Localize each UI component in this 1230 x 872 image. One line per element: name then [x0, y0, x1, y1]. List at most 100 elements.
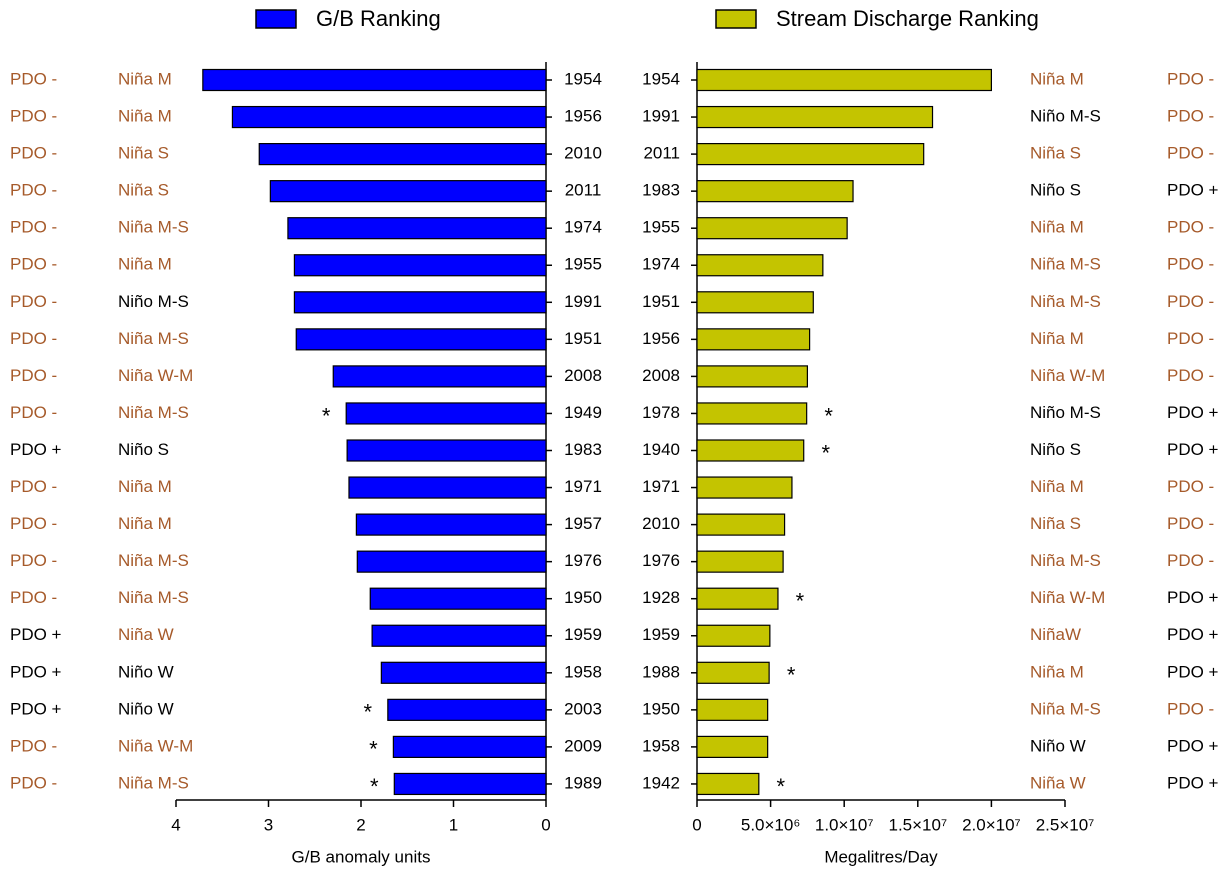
- y-tick-label: 1958: [564, 662, 602, 681]
- pdo-label: PDO -: [1167, 69, 1214, 88]
- enso-label: Niña M-S: [1030, 255, 1101, 274]
- x-tick-label: 3: [264, 815, 273, 834]
- x-tick-label: 2.0×10⁷: [962, 815, 1021, 834]
- enso-label: Niña S: [118, 181, 169, 200]
- enso-label: Niña M-S: [118, 403, 189, 422]
- pdo-label: PDO -: [10, 292, 57, 311]
- x-axis-title: Megalitres/Day: [824, 847, 938, 866]
- bar: [380, 661, 547, 684]
- y-tick-label: 1983: [564, 440, 602, 459]
- pdo-label: PDO -: [1167, 107, 1214, 126]
- pdo-label: PDO -: [1167, 292, 1214, 311]
- enso-label: Niña M: [1030, 662, 1084, 681]
- y-tick-label: 1951: [564, 329, 602, 348]
- bar: [392, 735, 547, 759]
- enso-label: Niña M: [118, 255, 172, 274]
- y-tick-label: 1976: [564, 551, 602, 570]
- pdo-label: PDO -: [10, 477, 57, 496]
- y-tick-label: 1978: [642, 403, 680, 422]
- y-tick-label: 1974: [642, 255, 680, 274]
- y-tick-label: 2008: [642, 366, 680, 385]
- significance-marker: *: [777, 774, 786, 799]
- pdo-label: PDO -: [10, 551, 57, 570]
- y-tick-label: 1956: [564, 107, 602, 126]
- x-tick-label: 0: [692, 815, 701, 834]
- bar: [346, 439, 547, 462]
- y-tick-label: 2011: [643, 144, 680, 163]
- bar: [332, 365, 547, 388]
- y-tick-label: 1928: [642, 588, 680, 607]
- bar: [293, 291, 547, 314]
- bar: [696, 661, 770, 684]
- enso-label: Niño M-S: [1030, 403, 1101, 422]
- y-tick-label: 1991: [642, 107, 680, 126]
- enso-label: Niña M: [118, 107, 172, 126]
- pdo-label: PDO +: [1167, 736, 1219, 755]
- pdo-label: PDO -: [10, 366, 57, 385]
- pdo-label: PDO +: [10, 699, 62, 718]
- y-tick-label: 1950: [564, 588, 602, 607]
- y-tick-label: 1940: [642, 440, 680, 459]
- enso-label: Niña M: [118, 477, 172, 496]
- pdo-label: PDO +: [1167, 625, 1219, 644]
- bar: [696, 105, 934, 129]
- enso-label: Niña M-S: [118, 588, 189, 607]
- x-tick-label: 5.0×10⁶: [741, 815, 800, 834]
- bar: [345, 402, 547, 425]
- bar: [696, 180, 854, 203]
- pdo-label: PDO -: [1167, 699, 1214, 718]
- pdo-label: PDO -: [10, 255, 57, 274]
- legend-label: G/B Ranking: [316, 6, 441, 31]
- y-tick-label: 2009: [564, 736, 602, 755]
- enso-label: NiñaW: [1030, 625, 1081, 644]
- x-tick-label: 0: [541, 815, 550, 834]
- y-tick-label: 1949: [564, 403, 602, 422]
- y-tick-label: 1959: [642, 625, 680, 644]
- y-tick-label: 2010: [642, 514, 680, 533]
- pdo-label: PDO -: [10, 69, 57, 88]
- bar: [258, 143, 547, 166]
- y-tick-label: 1954: [564, 69, 602, 88]
- y-tick-label: 1956: [642, 329, 680, 348]
- pdo-label: PDO -: [10, 773, 57, 792]
- bar: [696, 217, 848, 240]
- bar: [696, 68, 992, 92]
- pdo-label: PDO -: [10, 144, 57, 163]
- enso-label: Niña W-M: [118, 736, 193, 755]
- enso-label: Niño M-S: [1030, 107, 1101, 126]
- enso-label: Niña M-S: [1030, 292, 1101, 311]
- pdo-label: PDO -: [1167, 218, 1214, 237]
- y-tick-label: 1957: [564, 514, 602, 533]
- enso-label: Niña M-S: [118, 551, 189, 570]
- y-tick-label: 1989: [564, 773, 602, 792]
- enso-label: Niña M-S: [1030, 699, 1101, 718]
- x-tick-label: 1.0×10⁷: [815, 815, 874, 834]
- enso-label: Niña M: [1030, 329, 1084, 348]
- y-tick-label: 1955: [642, 218, 680, 237]
- pdo-label: PDO -: [1167, 477, 1214, 496]
- bar: [355, 513, 547, 536]
- enso-label: Niña S: [1030, 514, 1081, 533]
- pdo-label: PDO -: [1167, 366, 1214, 385]
- enso-label: Niña M: [118, 69, 172, 88]
- y-tick-label: 1974: [564, 218, 602, 237]
- enso-label: Niña W: [118, 625, 174, 644]
- pdo-label: PDO -: [10, 218, 57, 237]
- pdo-label: PDO +: [1167, 662, 1219, 681]
- enso-label: Niña M: [1030, 69, 1084, 88]
- y-tick-label: 1954: [642, 69, 680, 88]
- bar: [202, 68, 547, 92]
- significance-marker: *: [370, 774, 379, 799]
- bar: [696, 476, 793, 499]
- bar: [369, 587, 547, 610]
- y-tick-label: 1983: [642, 181, 680, 200]
- bar: [696, 735, 769, 759]
- x-axis-title: G/B anomaly units: [292, 847, 431, 866]
- pdo-label: PDO -: [10, 736, 57, 755]
- y-tick-label: 1942: [642, 773, 680, 792]
- pdo-label: PDO +: [1167, 440, 1219, 459]
- enso-label: Niña S: [1030, 144, 1081, 163]
- bar: [696, 550, 784, 573]
- bar: [295, 328, 547, 351]
